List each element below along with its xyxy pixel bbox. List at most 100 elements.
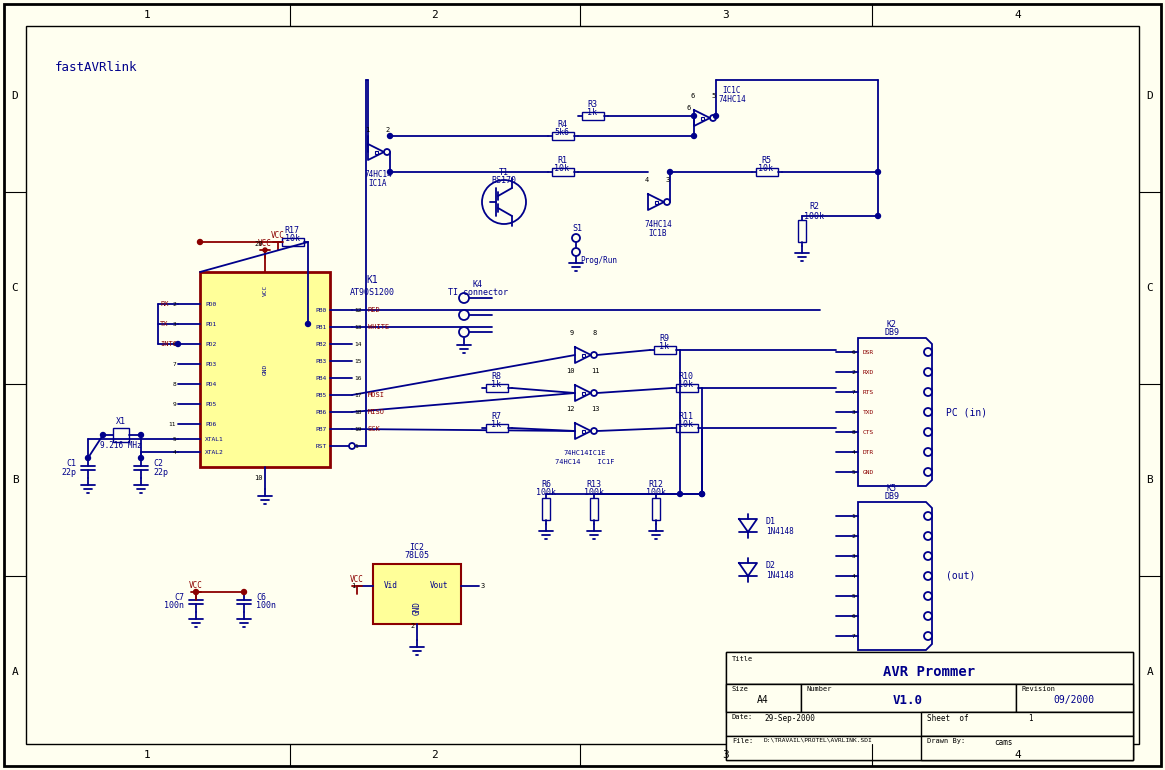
Text: 10k: 10k	[284, 233, 299, 243]
Text: R9: R9	[659, 333, 669, 343]
Text: GND: GND	[863, 470, 874, 474]
Text: 5: 5	[852, 594, 855, 598]
Text: 9.216 MHz: 9.216 MHz	[100, 440, 142, 450]
Circle shape	[482, 180, 527, 224]
Circle shape	[924, 428, 932, 436]
Bar	[654, 346, 676, 354]
Text: 1k: 1k	[490, 420, 501, 428]
Bar	[552, 168, 574, 176]
Text: 2: 2	[431, 10, 438, 20]
Text: RED: RED	[368, 307, 381, 313]
Text: 10k: 10k	[555, 163, 570, 172]
Text: 2: 2	[172, 302, 176, 306]
Text: DB9: DB9	[884, 327, 899, 336]
Circle shape	[139, 433, 143, 437]
Text: D:\TRAVAIL\PROTEL\AVRLINK.SDI: D:\TRAVAIL\PROTEL\AVRLINK.SDI	[764, 738, 873, 743]
Text: 5: 5	[172, 437, 176, 441]
Text: 1: 1	[1028, 714, 1032, 723]
Text: Revision: Revision	[1022, 686, 1055, 692]
Text: K1: K1	[366, 275, 377, 285]
Text: MISO: MISO	[368, 409, 384, 415]
Text: 10k: 10k	[758, 163, 774, 172]
Circle shape	[876, 169, 881, 175]
Text: 6: 6	[687, 105, 691, 111]
Text: 100n: 100n	[256, 601, 276, 611]
Text: R3: R3	[587, 99, 596, 109]
Text: C7: C7	[174, 592, 184, 601]
Text: 12: 12	[354, 307, 361, 313]
Text: T1: T1	[499, 168, 509, 176]
Circle shape	[692, 133, 697, 139]
Text: VCC: VCC	[350, 574, 363, 584]
Bar	[726, 712, 1134, 736]
Text: 3: 3	[722, 10, 729, 20]
Text: PB6: PB6	[316, 410, 327, 414]
Text: A: A	[12, 667, 19, 677]
Text: K4: K4	[473, 280, 483, 289]
Text: 8: 8	[852, 430, 855, 434]
Text: 100k: 100k	[647, 487, 666, 497]
Text: X1: X1	[116, 417, 126, 426]
Bar	[582, 354, 585, 357]
Text: 10k: 10k	[678, 420, 693, 428]
Text: 4: 4	[852, 450, 855, 454]
Text: 1: 1	[852, 514, 855, 518]
Text: D: D	[12, 91, 19, 101]
Text: PB4: PB4	[316, 376, 327, 380]
Text: INT0: INT0	[160, 341, 177, 347]
Text: 11: 11	[169, 421, 176, 427]
Bar	[589, 498, 598, 520]
Bar	[802, 684, 1016, 712]
Text: CTS: CTS	[863, 430, 874, 434]
Text: WHITE: WHITE	[368, 324, 389, 330]
Text: C2: C2	[153, 458, 163, 467]
Text: Prog/Run: Prog/Run	[580, 256, 617, 265]
Bar	[486, 384, 508, 392]
Text: 1k: 1k	[587, 108, 596, 116]
Text: C1: C1	[66, 458, 76, 467]
Polygon shape	[857, 338, 932, 486]
Text: 4: 4	[852, 574, 855, 578]
Text: File:: File:	[732, 738, 754, 744]
Text: PD6: PD6	[205, 421, 217, 427]
Text: PD2: PD2	[205, 342, 217, 346]
Text: 5k6: 5k6	[555, 128, 570, 136]
Text: SCK: SCK	[368, 426, 381, 432]
Text: XTAL1: XTAL1	[205, 437, 224, 441]
Bar	[676, 424, 698, 432]
Text: TI connector: TI connector	[449, 287, 508, 296]
Text: C: C	[1146, 283, 1153, 293]
Text: 74HC14: 74HC14	[644, 219, 672, 229]
Text: 3: 3	[722, 750, 729, 760]
Text: PB5: PB5	[316, 393, 327, 397]
Bar	[655, 201, 658, 204]
Text: 6: 6	[172, 342, 176, 346]
Text: R7: R7	[490, 411, 501, 420]
Text: 1: 1	[143, 10, 150, 20]
Text: 13: 13	[591, 406, 599, 412]
Text: 4: 4	[1015, 750, 1022, 760]
Bar	[726, 652, 1134, 684]
Text: PB2: PB2	[316, 342, 327, 346]
Text: V1.0: V1.0	[894, 694, 923, 707]
Text: R10: R10	[678, 371, 693, 380]
Circle shape	[924, 572, 932, 580]
Circle shape	[459, 310, 469, 320]
Circle shape	[699, 491, 705, 497]
Text: 6: 6	[691, 93, 696, 99]
Circle shape	[305, 322, 311, 326]
Text: 5: 5	[712, 93, 716, 99]
Text: 20: 20	[254, 241, 263, 247]
Text: 4: 4	[172, 450, 176, 454]
Circle shape	[692, 113, 697, 119]
Text: IC1B: IC1B	[649, 229, 668, 237]
Text: 15: 15	[354, 359, 361, 363]
Text: 74HC14IC1E: 74HC14IC1E	[564, 450, 606, 456]
Text: DSR: DSR	[863, 350, 874, 354]
Text: PC (in): PC (in)	[946, 407, 987, 417]
Circle shape	[924, 632, 932, 640]
Text: 5: 5	[852, 470, 855, 474]
Circle shape	[924, 348, 932, 356]
Bar	[582, 112, 603, 120]
Text: R1: R1	[557, 156, 567, 165]
